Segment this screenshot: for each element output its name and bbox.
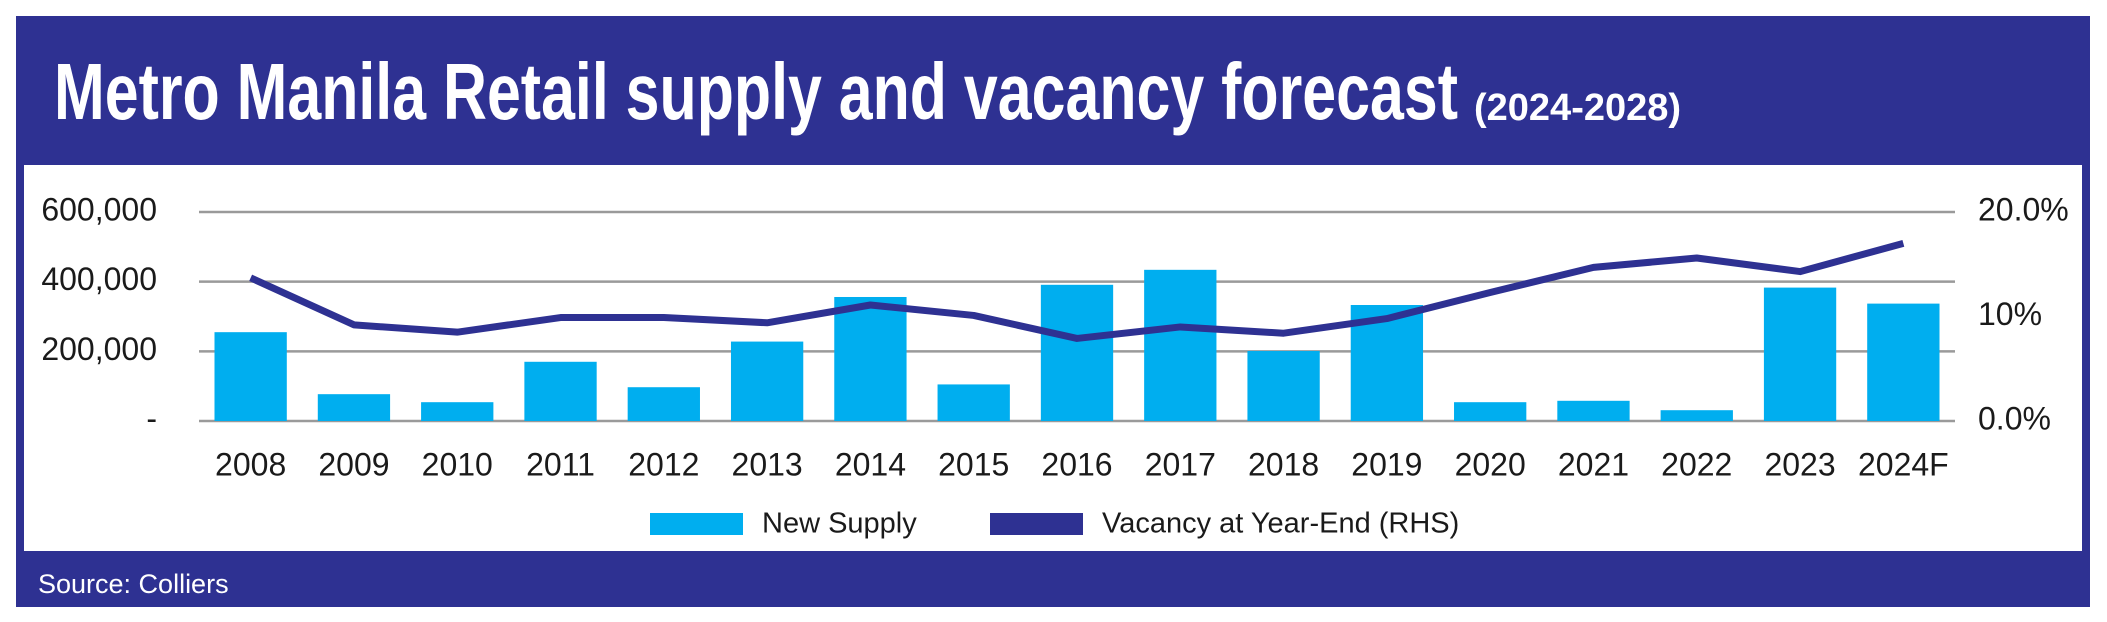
bar [1867, 303, 1940, 421]
bar [834, 296, 907, 421]
source-note: Source: Colliers [38, 569, 229, 599]
x-tick-label: 2019 [1351, 446, 1422, 482]
chart-title: Metro Manila Retail supply and vacancy f… [54, 47, 1458, 136]
bar [317, 394, 391, 421]
x-tick-label: 2017 [1145, 446, 1216, 482]
x-tick-label: 2021 [1558, 446, 1629, 482]
x-tick-label: 2022 [1661, 446, 1732, 482]
x-tick-label: 2018 [1248, 446, 1319, 482]
bar [730, 341, 804, 421]
y-tick-label: 400,000 [41, 261, 157, 297]
x-tick-label: 2023 [1764, 446, 1835, 482]
legend-label: New Supply [762, 508, 917, 540]
bar [1454, 402, 1527, 421]
x-tick-label: 2009 [318, 446, 389, 482]
bar [937, 384, 1010, 421]
x-tick-label: 2015 [938, 446, 1009, 482]
legend-label: Vacancy at Year-End (RHS) [1102, 508, 1459, 540]
x-tick-label: 2024F [1858, 446, 1949, 482]
legend-swatch [990, 513, 1083, 535]
bar [1247, 350, 1320, 421]
bar [1040, 284, 1114, 421]
bar [524, 361, 597, 421]
bar [1763, 287, 1837, 421]
x-tick-label: 2013 [732, 446, 803, 482]
y2-tick-label: 10% [1978, 296, 2042, 332]
bar [1660, 410, 1733, 421]
x-tick-label: 2012 [628, 446, 699, 482]
x-tick-label: 2008 [215, 446, 286, 482]
x-tick-label: 2011 [526, 446, 595, 482]
bar [1557, 400, 1630, 421]
y-tick-label: 200,000 [41, 331, 157, 367]
chart-subtitle: (2024-2028) [1474, 87, 1681, 129]
x-tick-label: 2010 [422, 446, 493, 482]
y2-tick-label: 0.0% [1978, 400, 2051, 436]
bar [214, 332, 287, 421]
y-tick-label: - [146, 400, 157, 436]
line [249, 239, 1905, 342]
bar [627, 387, 700, 421]
legend-swatch [650, 513, 743, 535]
bar [421, 402, 494, 421]
x-tick-label: 2020 [1455, 446, 1526, 482]
y2-tick-label: 20.0% [1978, 191, 2069, 227]
x-tick-label: 2016 [1041, 446, 1112, 482]
y-tick-label: 600,000 [41, 191, 157, 227]
x-tick-label: 2014 [835, 446, 906, 482]
bar [1144, 269, 1217, 421]
